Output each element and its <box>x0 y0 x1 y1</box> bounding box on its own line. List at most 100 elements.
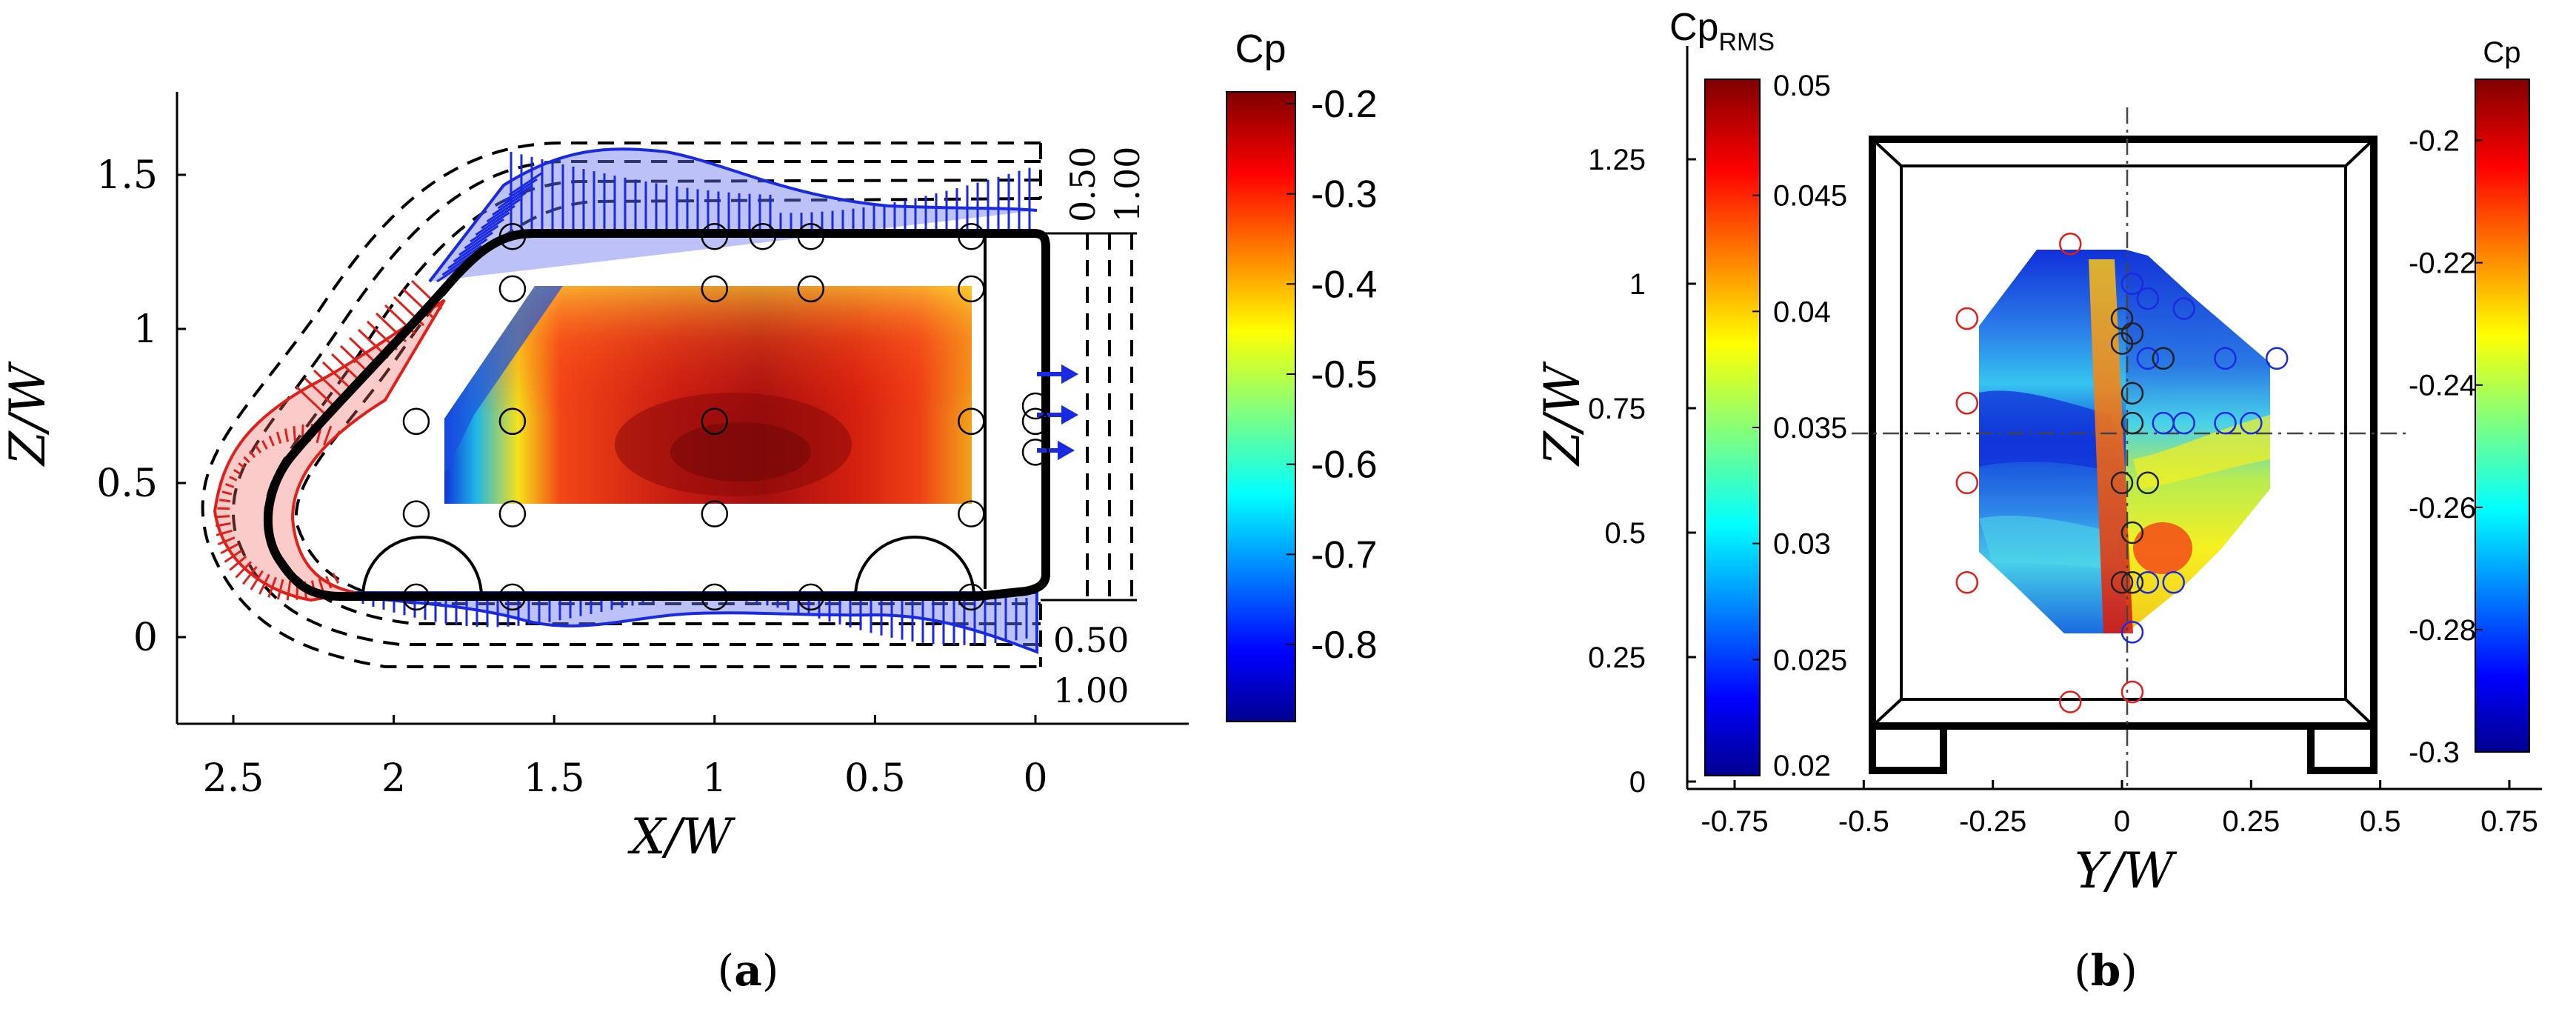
chart-b-colorbar-right-tick-label: -0.2 <box>2409 125 2460 158</box>
chart-a-nose-arrow <box>233 468 241 475</box>
chart-b-xtick-label: -0.25 <box>1959 805 2026 838</box>
chart-a-tap <box>1021 392 1050 420</box>
chart-a-xtick-label: 1 <box>702 756 727 801</box>
chart-b-contour-field <box>1979 250 2270 633</box>
chart-a-tap <box>749 222 777 250</box>
chart-a-colorbar-tick-label: -0.4 <box>1311 263 1378 306</box>
chart-b-xlabel: Y/W <box>2075 842 2178 899</box>
chart-a-roof-pressure-arrows <box>428 147 1038 283</box>
chart-a-ylabel: Z/W <box>0 361 56 467</box>
chart-b-tap-red <box>1955 392 1979 415</box>
chart-a-colorbar <box>1226 91 1296 722</box>
chart-b-colorbar-left-tick-label: 0.045 <box>1773 180 1847 213</box>
chart-a-nose-arrow <box>250 570 264 590</box>
chart-a-colorbar-tick-label: -0.7 <box>1311 533 1378 576</box>
chart-b-ytick-label: 0.75 <box>1588 393 1646 425</box>
chart-a-nose-arrow <box>255 444 262 454</box>
chart-a-tap <box>1021 407 1050 436</box>
chart-b-tap-blue <box>2162 570 2185 594</box>
chart-b-xtick-label: 0 <box>2114 805 2130 838</box>
chart-b-colorbar-left <box>1704 79 1761 776</box>
chart-a-colorbar-ticks: -0.2 -0.3 -0.4 -0.5 -0.6 -0.7 -0.8 <box>1287 83 1378 667</box>
chart-a-nose-arrow <box>229 555 247 571</box>
chart-b-colorbar-left-tick-label: 0.02 <box>1773 750 1831 782</box>
chart-a-nose-arrow <box>267 576 277 598</box>
chart-a-nose-arrow <box>323 425 333 446</box>
chart-b-tap-blue <box>2214 411 2237 435</box>
chart-b-colorbar-right <box>2475 79 2530 753</box>
chart-b-pressure-taps <box>1955 232 2289 713</box>
chart-b-tap-red <box>2120 680 2144 704</box>
chart-a-nose-arrow <box>261 440 268 450</box>
chart-a-nose-arrow <box>229 476 238 482</box>
chart-b-tap-red <box>1955 570 1979 594</box>
chart-a-nose-arrow <box>216 515 230 519</box>
chart-a: 0.50 1.00 0.50 1.00 2.5 2 1.5 1 0.5 000.511.5… <box>0 27 1378 996</box>
chart-a-roof-arrow <box>464 224 499 250</box>
chart-b-colorbar-right-tick-label: -0.28 <box>2409 614 2476 647</box>
chart-b-tap-black <box>2110 570 2134 594</box>
chart-b-colorbar-right-tick-label: -0.26 <box>2409 492 2476 525</box>
chart-a-nose-arrow <box>220 543 238 555</box>
chart-a-nose-arrow <box>219 499 231 503</box>
chart-a-tap <box>402 407 430 436</box>
chart-a-tap <box>958 407 985 436</box>
chart-a-nose-arrow <box>325 576 333 589</box>
chart-a-roof-arrow <box>470 218 504 243</box>
chart-a-tap <box>958 500 985 527</box>
chart-b-colorbar-left-tick-label: 0.04 <box>1773 296 1831 328</box>
chart-a-nose-arrow <box>217 536 236 546</box>
chart-b-tap-black <box>2120 521 2144 545</box>
chart-a-xtick-label: 0.5 <box>844 756 906 801</box>
chart-a-roof-050-label: 0.50 <box>1063 147 1103 222</box>
chart-b-colorbar-right-tick-label: -0.3 <box>2409 736 2460 769</box>
chart-b-tap-blue <box>2214 347 2237 370</box>
chart-a-ytick-label: 1 <box>133 307 158 352</box>
chart-b-ytick-label: 0 <box>1629 766 1646 799</box>
chart-a-nose-arrow <box>295 385 327 416</box>
chart-a-tap <box>797 583 825 611</box>
chart-a-nose-arrow <box>217 507 230 510</box>
chart-b-xtick-label: 0.25 <box>2222 805 2280 838</box>
chart-a-nose-hatch <box>215 279 443 601</box>
chart-a-nose-arrow <box>332 573 340 584</box>
chart-a-roof-hatch <box>436 152 1031 283</box>
chart-a-nose-arrow <box>238 462 246 469</box>
chart-a-tap <box>498 583 527 611</box>
chart-b-xtick-label: -0.75 <box>1701 805 1768 838</box>
chart-b-ytick-label: 1 <box>1629 268 1646 301</box>
chart-a-tap <box>402 500 430 527</box>
chart-b-tap-blue <box>2136 570 2160 594</box>
chart-a-nose-arrow <box>221 490 233 496</box>
chart-a-ticks: 2.5 2 1.5 1 0.5 0 0 0.5 1 1.5 <box>96 153 1047 801</box>
chart-b-colorbar-right-ticks: -0.2 -0.22 -0.24 -0.26 -0.28 -0.3 <box>2409 125 2483 769</box>
chart-a-nose-arrow <box>293 426 296 442</box>
chart-a-tap <box>797 222 825 250</box>
chart-a-xtick-label: 2.5 <box>203 756 264 801</box>
chart-a-colorbar-tick-label: -0.3 <box>1311 173 1378 216</box>
chart-b-tap-red <box>1955 471 1979 495</box>
chart-a-tap <box>498 275 527 303</box>
chart-b-colorbar-left-tick-label: 0.035 <box>1773 412 1847 444</box>
chart-a-tap <box>498 222 527 250</box>
chart-b-xtick-label: 0.5 <box>2360 805 2401 838</box>
chart-b-ylabel: Z/W <box>1534 361 1591 467</box>
chart-b-colorbar-right-label: Cp <box>2483 36 2520 69</box>
chart-b-tap-blue <box>2136 347 2160 370</box>
chart-a-front-wheel <box>361 536 483 597</box>
chart-a-roof-arrow <box>475 211 510 236</box>
chart-a-xtick-label: 2 <box>381 756 406 801</box>
chart-a-roof-arrow <box>447 244 482 270</box>
chart-a-nose-arrow <box>304 377 336 408</box>
chart-a-roof-arrow <box>481 204 515 230</box>
chart-a-tap <box>701 583 729 611</box>
chart-b-ytick-label: 0.5 <box>1604 517 1646 550</box>
chart-b-tap-red <box>2059 232 2082 256</box>
chart-a-roof-arrow <box>492 191 527 216</box>
chart-a-tap <box>958 583 985 611</box>
chart-b-tap-blue <box>2172 411 2195 435</box>
chart-a-colorbar-label: Cp <box>1235 27 1286 71</box>
chart-a-ytick-label: 0.5 <box>96 462 158 506</box>
chart-b-colorbar-left-tick-label: 0.03 <box>1773 528 1831 561</box>
